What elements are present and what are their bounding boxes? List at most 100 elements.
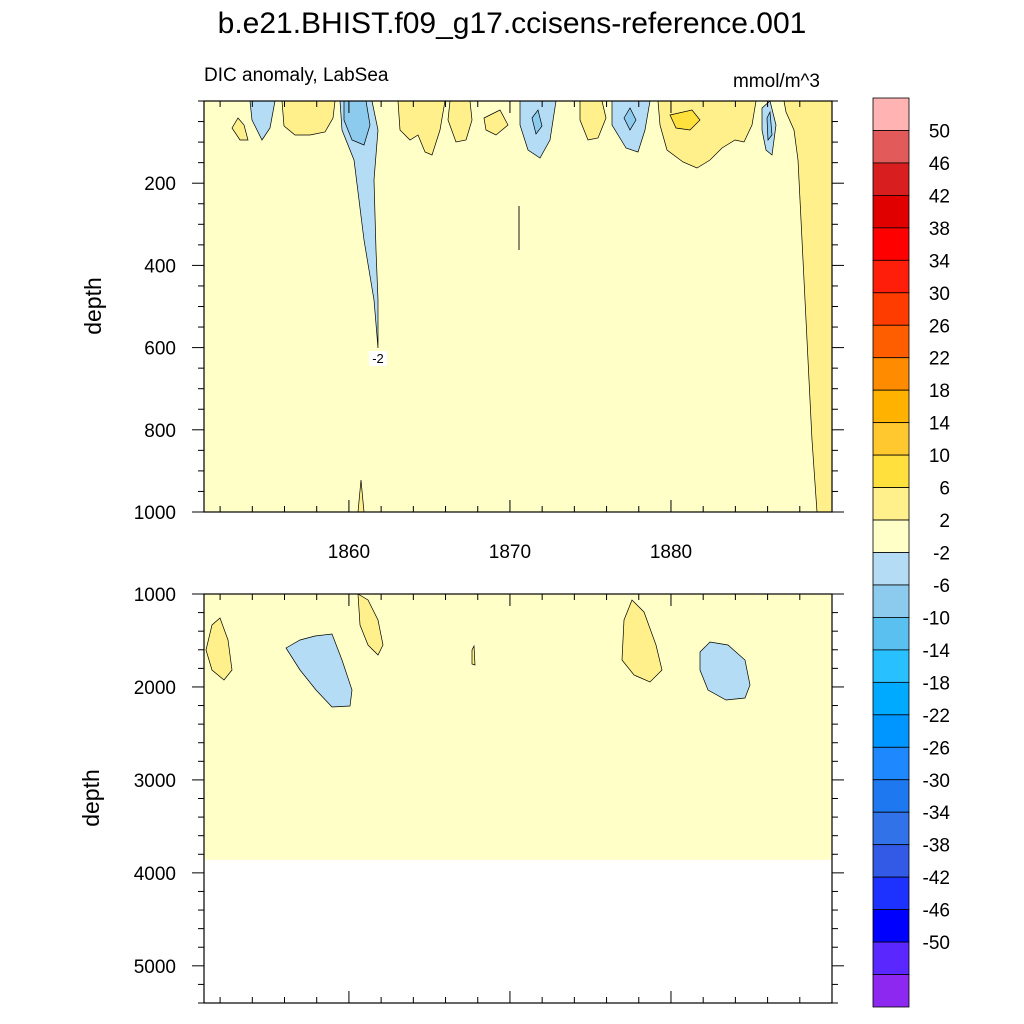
colorbar-swatch xyxy=(872,617,910,651)
colorbar-label: -10 xyxy=(923,608,950,629)
colorbar-swatch xyxy=(872,811,910,846)
lower-contour-yellow-right xyxy=(621,599,663,683)
contour-label-box xyxy=(369,351,387,366)
colorbar-label: -34 xyxy=(923,803,951,824)
colorbar-label: 18 xyxy=(929,381,950,402)
colorbar-label: -30 xyxy=(923,771,950,792)
upper-y-axis-label: depth xyxy=(80,277,106,335)
y-tick-label: 3000 xyxy=(134,771,176,792)
colorbar-swatch xyxy=(872,746,910,781)
colorbar-label: 50 xyxy=(929,121,950,142)
x-tick-labels: 1860 1870 1880 xyxy=(328,542,692,563)
upper-panel: -2 xyxy=(192,100,844,513)
colorbar-swatch xyxy=(872,259,910,294)
upper-background-fill xyxy=(204,101,832,512)
upper-contour-yellow-left xyxy=(281,100,336,136)
x-tick-label: 1860 xyxy=(328,542,370,563)
colorbar-label: -26 xyxy=(923,738,950,759)
upper-contour-yellow-small-left xyxy=(231,117,249,141)
upper-contour-yellow-mid3 xyxy=(483,109,509,136)
upper-axes xyxy=(192,100,844,513)
y-tick-label: 400 xyxy=(144,256,176,277)
chart-subtitle-left: DIC anomaly, LabSea xyxy=(204,65,389,86)
colorbar-swatch xyxy=(872,227,910,261)
y-tick-label: 200 xyxy=(144,174,176,195)
contour-label: -2 xyxy=(372,351,384,366)
lower-y-tick-labels: 1000 2000 3000 4000 5000 xyxy=(134,585,176,978)
colorbar-label: 22 xyxy=(929,349,950,370)
colorbar-label: -6 xyxy=(933,576,950,597)
colorbar-swatch xyxy=(872,422,910,456)
lower-y-axis-label: depth xyxy=(78,769,104,827)
colorbar-swatch xyxy=(872,941,910,975)
lower-background-fill xyxy=(204,594,832,860)
colorbar-label: -46 xyxy=(923,901,950,922)
upper-contour-blue-mid2-inner xyxy=(623,107,637,131)
colorbar-swatch xyxy=(872,162,910,196)
colorbar-label: 38 xyxy=(929,219,950,240)
colorbar-swatch xyxy=(872,909,910,943)
colorbar-swatch xyxy=(872,357,910,391)
colorbar-swatch xyxy=(872,324,910,359)
colorbar-label: 14 xyxy=(929,414,951,435)
chart-units: mmol/m^3 xyxy=(733,71,820,92)
colorbar-swatch xyxy=(872,844,910,878)
colorbar-label: 34 xyxy=(929,251,951,272)
colorbar-label: -22 xyxy=(923,706,950,727)
lower-panel xyxy=(192,593,844,1004)
colorbar-swatch xyxy=(872,974,910,1008)
lower-axes xyxy=(192,593,844,1004)
lower-contour-blue-right xyxy=(699,641,751,701)
y-tick-label: 4000 xyxy=(134,864,176,885)
lower-contour-yellow-left xyxy=(205,617,233,681)
x-tick-label: 1870 xyxy=(489,542,531,563)
colorbar-label: -14 xyxy=(923,641,951,662)
upper-contour-orange-small xyxy=(669,109,701,131)
colorbar-swatch xyxy=(872,779,910,813)
lower-contour-thin xyxy=(471,644,476,666)
y-tick-label: 600 xyxy=(144,339,176,360)
colorbar-label: -2 xyxy=(933,544,950,565)
x-tick-label: 1880 xyxy=(650,542,692,563)
colorbar-label: 42 xyxy=(929,186,950,207)
colorbar-swatch xyxy=(872,97,910,131)
upper-contours: -2 xyxy=(231,100,833,513)
colorbar-swatch xyxy=(872,649,910,683)
y-tick-label: 1000 xyxy=(134,585,176,606)
upper-y-tick-labels: 200 400 600 800 1000 xyxy=(134,174,176,524)
colorbar-label: 26 xyxy=(929,316,950,337)
y-tick-label: 1000 xyxy=(134,503,176,524)
colorbar-label: -42 xyxy=(923,868,950,889)
colorbar-label: -38 xyxy=(923,836,950,857)
colorbar-swatch xyxy=(872,130,910,164)
colorbar-label: 10 xyxy=(929,446,950,467)
colorbar-swatch xyxy=(872,389,910,424)
lower-contour-yellow-center xyxy=(357,593,384,656)
colorbar-swatch xyxy=(872,876,910,911)
upper-contour-blue-mid-inner xyxy=(531,109,543,135)
colorbar-label: 6 xyxy=(939,479,950,500)
y-tick-label: 2000 xyxy=(134,678,176,699)
colorbar: 50 46 42 38 34 30 26 22 18 14 10 6 2 -2 -6 -10 -14 -18 -22… xyxy=(872,97,951,1008)
lower-contours xyxy=(205,593,751,708)
colorbar-swatch xyxy=(872,552,910,586)
upper-contour-blue-main xyxy=(339,100,379,349)
upper-contour-yellow-mid1 xyxy=(397,100,446,156)
y-tick-label: 800 xyxy=(144,421,176,442)
colorbar-label: 2 xyxy=(939,511,950,532)
y-tick-label: 5000 xyxy=(134,957,176,978)
colorbar-swatch xyxy=(872,584,910,618)
colorbar-swatch xyxy=(872,487,910,521)
colorbar-label: 46 xyxy=(929,154,950,175)
colorbar-label: 30 xyxy=(929,284,950,305)
colorbar-swatch xyxy=(872,714,910,748)
upper-contour-blue-right-inner xyxy=(766,110,773,141)
colorbar-swatch xyxy=(872,519,910,553)
colorbar-swatch xyxy=(872,194,910,229)
colorbar-swatch xyxy=(872,681,910,716)
colorbar-label: -18 xyxy=(923,673,950,694)
chart-title: b.e21.BHIST.f09_g17.ccisens-reference.00… xyxy=(218,7,807,40)
colorbar-swatch xyxy=(872,454,910,488)
colorbar-swatch xyxy=(872,292,910,326)
